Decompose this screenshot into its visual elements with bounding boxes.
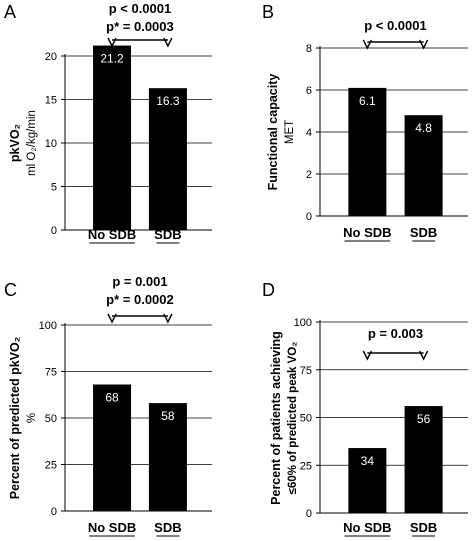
y-tick-label: 6 <box>306 85 312 97</box>
bar-value-label: 16.3 <box>156 94 180 108</box>
bar-value-label: 68 <box>105 391 119 405</box>
bracket-arrowhead <box>362 39 372 50</box>
bracket-arrowhead <box>418 350 429 361</box>
panel-b: B 0 2 4 6 8 6.1 No SDB 4.8 SDB p < 0.0001 Functiona… <box>262 2 468 242</box>
panel-letter: C <box>4 280 17 300</box>
y-axis-label: MET <box>284 120 296 144</box>
y-axis-label: % <box>26 413 38 423</box>
bracket-arrowhead <box>107 313 117 324</box>
panel-letter: B <box>262 2 274 22</box>
y-tick-label: 50 <box>300 413 312 425</box>
x-category-label: SDB <box>410 225 437 240</box>
y-axis-label: ml O₂/kg/min <box>26 110 38 176</box>
y-tick-label: 25 <box>45 460 57 472</box>
p-value-annotation: p < 0.0001 <box>109 1 172 16</box>
panel-a: A 0 5 10 15 20 21.2 No SDB 16.3 SDB p < 0.0001 p* =… <box>4 1 212 244</box>
bar-value-label: 56 <box>417 412 431 426</box>
bar-value-label: 58 <box>161 409 175 423</box>
y-axis-label: Percent of predicted pkVO₂ <box>8 337 22 500</box>
bar-no-sdb <box>93 45 132 231</box>
y-tick-label: 25 <box>300 460 312 472</box>
bar-sdb <box>148 88 187 230</box>
bar-value-label: 6.1 <box>359 94 376 108</box>
bracket-arrowhead <box>418 39 429 50</box>
y-tick-label: 15 <box>45 95 57 107</box>
bar-sdb <box>148 403 187 511</box>
y-tick-label: 75 <box>300 365 312 377</box>
bar-sdb <box>404 406 443 513</box>
bar-no-sdb <box>93 384 132 511</box>
bar-no-sdb <box>348 87 387 217</box>
bracket-arrowhead <box>163 313 173 324</box>
bracket-arrowhead <box>107 37 117 48</box>
y-tick-label: 50 <box>45 413 57 425</box>
y-axis-label: ≤60% of predicted peak VO₂ <box>287 342 299 495</box>
y-tick-label: 4 <box>306 127 312 139</box>
panel-c: C 0 25 50 75 100 68 No SDB 58 SDB p = 0.001 p* = 0.… <box>4 274 212 537</box>
panel-d: D 0 25 50 75 100 34 No SDB 56 SDB p = 0.003 Percent… <box>262 280 468 537</box>
bar-no-sdb <box>348 448 387 513</box>
y-tick-label: 100 <box>294 317 312 329</box>
p-value-annotation: p = 0.001 <box>112 274 167 289</box>
y-axis-label: pkVO₂ <box>8 124 22 162</box>
p-value-annotation: p* = 0.0002 <box>106 292 174 307</box>
x-category-label: No SDB <box>343 225 391 240</box>
x-category-label: No SDB <box>88 520 136 535</box>
bracket-arrowhead <box>362 350 372 361</box>
y-axis-label: Percent of patients achieving <box>269 331 283 505</box>
y-tick-label: 75 <box>45 367 57 379</box>
bar-value-label: 4.8 <box>415 121 432 135</box>
p-value-annotation: p < 0.0001 <box>364 18 427 33</box>
x-category-label: SDB <box>154 227 181 242</box>
y-tick-label: 100 <box>39 320 57 332</box>
y-tick-label: 0 <box>51 506 57 518</box>
x-category-label: SDB <box>154 520 181 535</box>
p-value-annotation: p = 0.003 <box>368 326 423 341</box>
panel-letter: A <box>4 2 16 22</box>
panel-letter: D <box>262 280 275 300</box>
y-tick-label: 5 <box>51 182 57 194</box>
y-axis-label: Functional capacity <box>266 74 280 191</box>
y-tick-label: 0 <box>306 508 312 520</box>
x-category-label: No SDB <box>88 227 136 242</box>
x-category-label: SDB <box>410 520 437 535</box>
bar-value-label: 21.2 <box>100 52 124 66</box>
y-tick-label: 10 <box>45 138 57 150</box>
y-tick-label: 0 <box>306 211 312 223</box>
bar-sdb <box>404 115 443 216</box>
y-tick-label: 8 <box>306 43 312 55</box>
bar-value-label: 34 <box>361 454 375 468</box>
y-tick-label: 20 <box>45 51 57 63</box>
x-category-label: No SDB <box>343 520 391 535</box>
y-tick-label: 2 <box>306 169 312 181</box>
bracket-arrowhead <box>163 37 173 48</box>
p-value-annotation: p* = 0.0003 <box>106 19 174 34</box>
y-tick-label: 0 <box>51 225 57 237</box>
